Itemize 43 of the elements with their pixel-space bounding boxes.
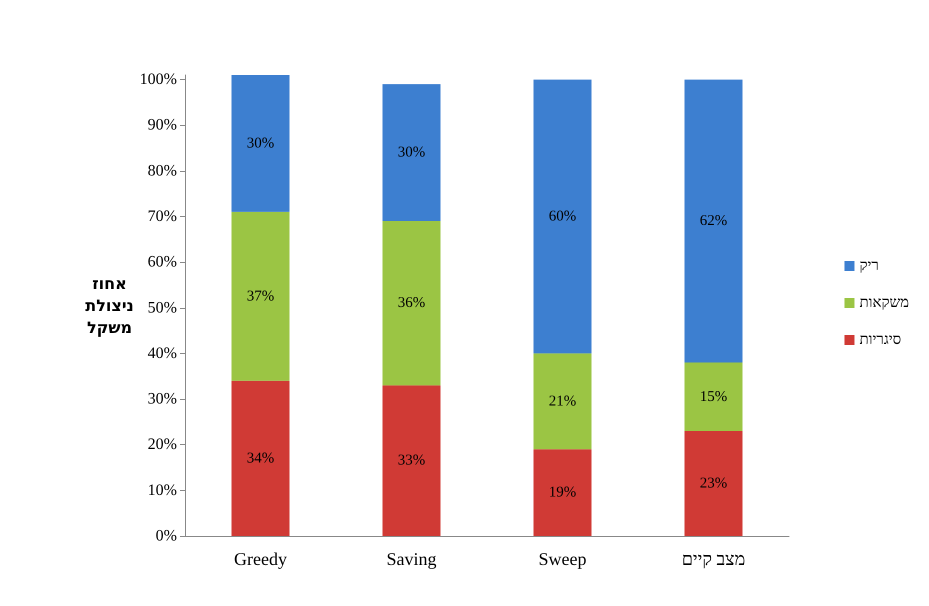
bar [684, 431, 742, 536]
bar [232, 75, 290, 212]
data-label: 19% [548, 484, 576, 501]
data-label: 60% [548, 208, 576, 224]
bar [382, 221, 440, 386]
data-label: 62% [700, 213, 728, 230]
bar [232, 380, 290, 536]
data-label: 23% [700, 476, 728, 492]
bar [382, 385, 440, 536]
legend-label: ריק [859, 258, 879, 274]
y-tick-label: 50% [148, 299, 177, 316]
y-tick-label: 30% [148, 390, 177, 408]
x-tick-label: מצב קיים [682, 549, 746, 569]
data-label: 37% [246, 288, 274, 304]
y-tick-label: 100% [140, 71, 177, 88]
bar [684, 362, 742, 432]
y-tick-label: 90% [148, 116, 177, 134]
bar [684, 80, 742, 363]
y-tick-label: 20% [148, 436, 177, 454]
data-label: 30% [246, 135, 274, 152]
bar [382, 84, 440, 222]
data-label: 34% [246, 450, 274, 466]
y-axis-title: אחוז ניצולת משקל [85, 274, 134, 337]
y-tick-label: 10% [148, 482, 177, 499]
data-label: 15% [700, 388, 728, 405]
x-tick-label: Greedy [234, 549, 287, 569]
data-label: 36% [398, 295, 426, 312]
x-tick-label: Sweep [538, 549, 586, 569]
data-label: 21% [548, 393, 576, 410]
bar [232, 212, 290, 381]
legend-label: משקאות [859, 295, 910, 311]
bar [534, 353, 592, 450]
y-tick-label: 70% [148, 208, 177, 225]
y-tick-label: 0% [156, 528, 177, 544]
x-tick-label: Saving [386, 549, 437, 569]
data-label: 30% [398, 144, 426, 161]
data-label: 33% [398, 452, 426, 469]
y-tick-label: 80% [148, 162, 177, 180]
y-tick-label: 60% [148, 254, 177, 271]
bar [534, 449, 592, 536]
legend-label: סיגריות [859, 332, 902, 348]
bar [534, 80, 592, 354]
y-tick-label: 40% [148, 344, 177, 362]
